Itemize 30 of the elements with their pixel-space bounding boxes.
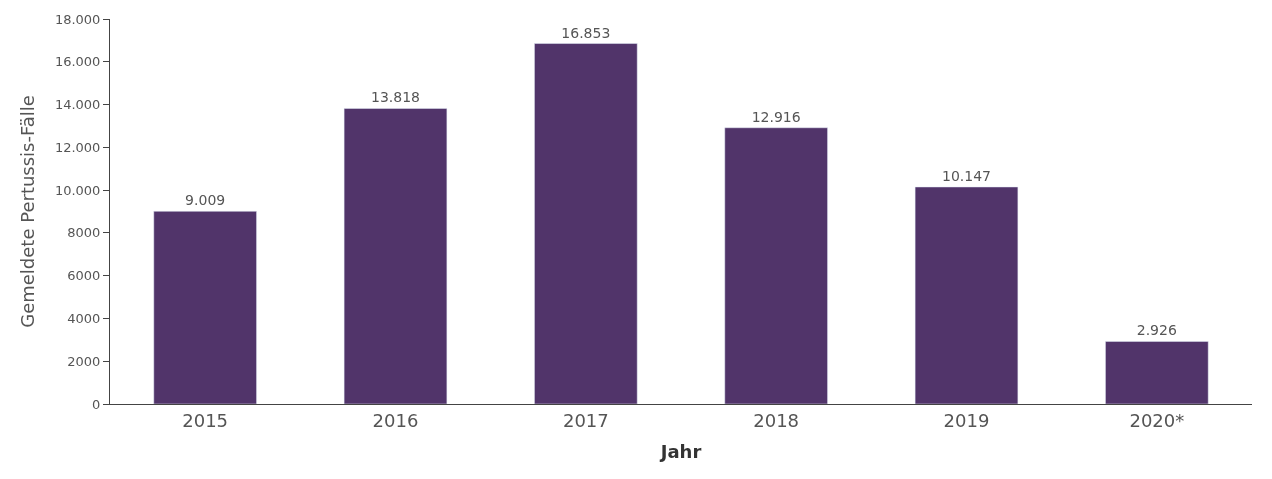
x-tick-label: 2020* — [1129, 409, 1185, 431]
bar — [534, 43, 638, 404]
data-label: 10.147 — [942, 167, 991, 184]
y-tick-label: 14.000 — [54, 97, 101, 113]
x-tick-label: 2017 — [562, 409, 609, 431]
y-tick-label: 12.000 — [54, 139, 101, 155]
y-axis-title: Gemeldete Pertussis-Fälle — [17, 95, 39, 328]
x-tick-label: 2015 — [182, 409, 229, 431]
y-tick-label: 0 — [92, 396, 101, 412]
y-tick-label: 2000 — [67, 353, 101, 369]
x-tick-label: 2016 — [372, 409, 419, 431]
bar — [724, 127, 828, 404]
y-tick-label: 4000 — [67, 310, 101, 326]
x-tick-label: 2018 — [753, 409, 800, 431]
y-tick-label: 16.000 — [54, 54, 101, 70]
bar — [343, 108, 448, 404]
y-tick-label: 18.000 — [54, 11, 101, 27]
x-tick-label: 2019 — [943, 409, 990, 431]
data-label: 12.916 — [751, 108, 801, 125]
data-label: 13.818 — [371, 89, 420, 106]
y-tick-label: 8000 — [67, 225, 101, 241]
bar — [153, 211, 257, 404]
data-label: 9.009 — [185, 192, 226, 209]
x-axis-title: Jahr — [658, 440, 702, 462]
data-label: 2.926 — [1136, 322, 1177, 339]
bar — [914, 186, 1019, 404]
bar — [1105, 341, 1209, 404]
y-tick-label: 6000 — [67, 268, 101, 284]
y-tick-label: 10.000 — [54, 182, 101, 198]
data-label: 16.853 — [561, 24, 611, 41]
